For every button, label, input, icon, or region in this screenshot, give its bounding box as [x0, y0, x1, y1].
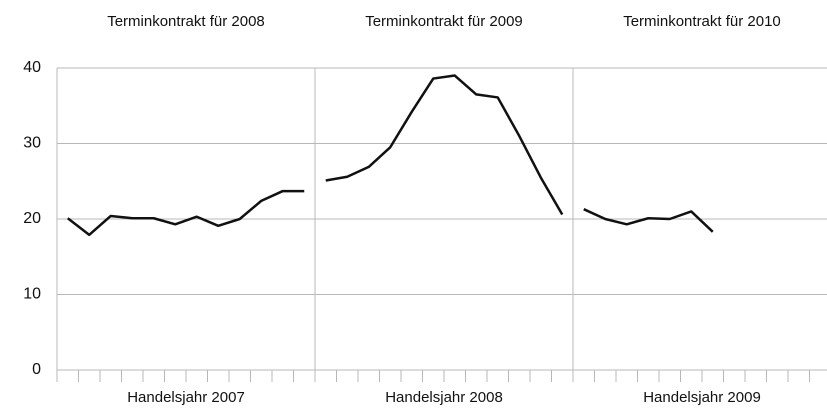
y-tick-label: 0 [32, 361, 41, 378]
data-line [66, 189, 305, 237]
y-tick-label: 40 [23, 59, 41, 76]
x-axis-label: Handelsjahr 2009 [643, 389, 761, 406]
y-tick-label: 30 [23, 135, 41, 152]
y-tick-label: 10 [23, 286, 41, 303]
panel-title: Terminkontrakt für 2010 [623, 13, 781, 30]
y-tick-label: 20 [23, 210, 41, 227]
data-line [583, 208, 714, 233]
panel-title: Terminkontrakt für 2009 [365, 13, 523, 30]
panel-title: Terminkontrakt für 2008 [107, 13, 265, 30]
x-axis-label: Handelsjahr 2008 [385, 389, 503, 406]
x-axis-label: Handelsjahr 2007 [127, 389, 245, 406]
data-line [325, 74, 564, 216]
